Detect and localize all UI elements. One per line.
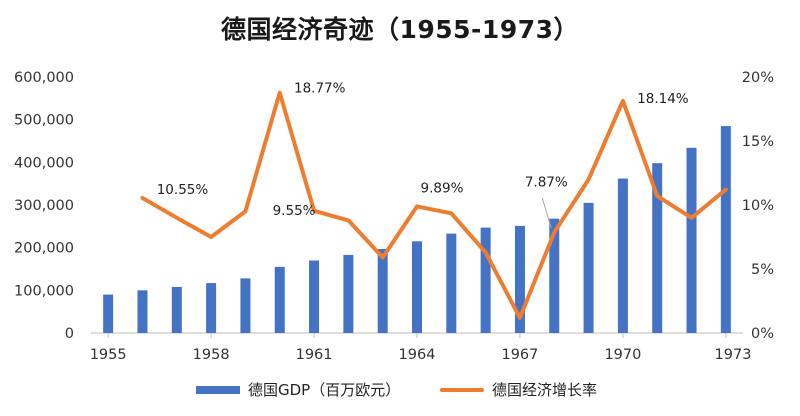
gdp-bar [377, 248, 388, 333]
chart-title: 德国经济奇迹（1955-1973） [220, 15, 580, 44]
x-tick-label: 1958 [193, 347, 230, 363]
gdp-bar [309, 260, 320, 333]
growth-data-label: 7.87% [525, 174, 568, 190]
y-left-tick-label: 600,000 [14, 70, 74, 86]
legend-swatch-growth [440, 387, 484, 392]
x-tick-label: 1973 [715, 347, 752, 363]
gdp-bar [617, 178, 628, 333]
gdp-bar [446, 233, 457, 333]
y-left-tick-label: 100,000 [14, 283, 74, 299]
data-label-leader [541, 197, 552, 229]
growth-data-label: 9.89% [421, 180, 464, 196]
legend-item-gdp: 德国GDP（百万欧元） [196, 379, 400, 400]
growth-data-label: 18.77% [294, 81, 346, 97]
y-right-tick-label: 15% [742, 134, 774, 150]
gdp-bar [412, 241, 422, 333]
growth-data-label: 9.55% [273, 203, 316, 219]
gdp-bar [103, 294, 114, 333]
gdp-bar [480, 227, 491, 333]
legend-item-growth: 德国经济增长率 [440, 379, 597, 400]
gdp-bar [171, 286, 182, 333]
y-right-tick-label: 5% [751, 262, 774, 278]
legend: 德国GDP（百万欧元） 德国经济增长率 [0, 379, 800, 405]
x-tick-label: 1967 [501, 347, 538, 363]
growth-data-label: 10.55% [157, 182, 209, 198]
gdp-bar [343, 254, 354, 333]
y-left-tick-label: 0 [65, 326, 74, 342]
y-right-tick-label: 10% [742, 198, 774, 214]
y-left-tick-label: 200,000 [14, 241, 74, 257]
y-right-tick-label: 0% [751, 326, 774, 342]
y-right-tick-label: 20% [742, 70, 774, 86]
gdp-bar [720, 126, 731, 333]
gdp-bar [137, 290, 148, 333]
gdp-bar [652, 163, 663, 333]
growth-data-label: 18.14% [637, 91, 689, 107]
gdp-bar [686, 147, 697, 333]
gdp-bar [514, 225, 525, 333]
x-tick-label: 1955 [90, 347, 127, 363]
legend-label-growth: 德国经济增长率 [492, 381, 598, 399]
gdp-bar [549, 218, 560, 333]
y-left-tick-label: 400,000 [14, 155, 74, 171]
y-left-tick-label: 500,000 [14, 113, 74, 129]
legend-swatch-gdp [196, 385, 240, 394]
growth-line [140, 90, 728, 320]
x-tick-label: 1961 [296, 347, 333, 363]
y-left-tick-label: 300,000 [14, 198, 74, 214]
x-tick-label: 1970 [604, 347, 641, 363]
gdp-bar [206, 283, 217, 333]
legend-label-gdp: 德国GDP（百万欧元） [248, 381, 401, 399]
x-tick-label: 1964 [399, 347, 436, 363]
gdp-bar [274, 266, 285, 333]
gdp-bar [583, 202, 594, 333]
gdp-bar [240, 278, 251, 333]
